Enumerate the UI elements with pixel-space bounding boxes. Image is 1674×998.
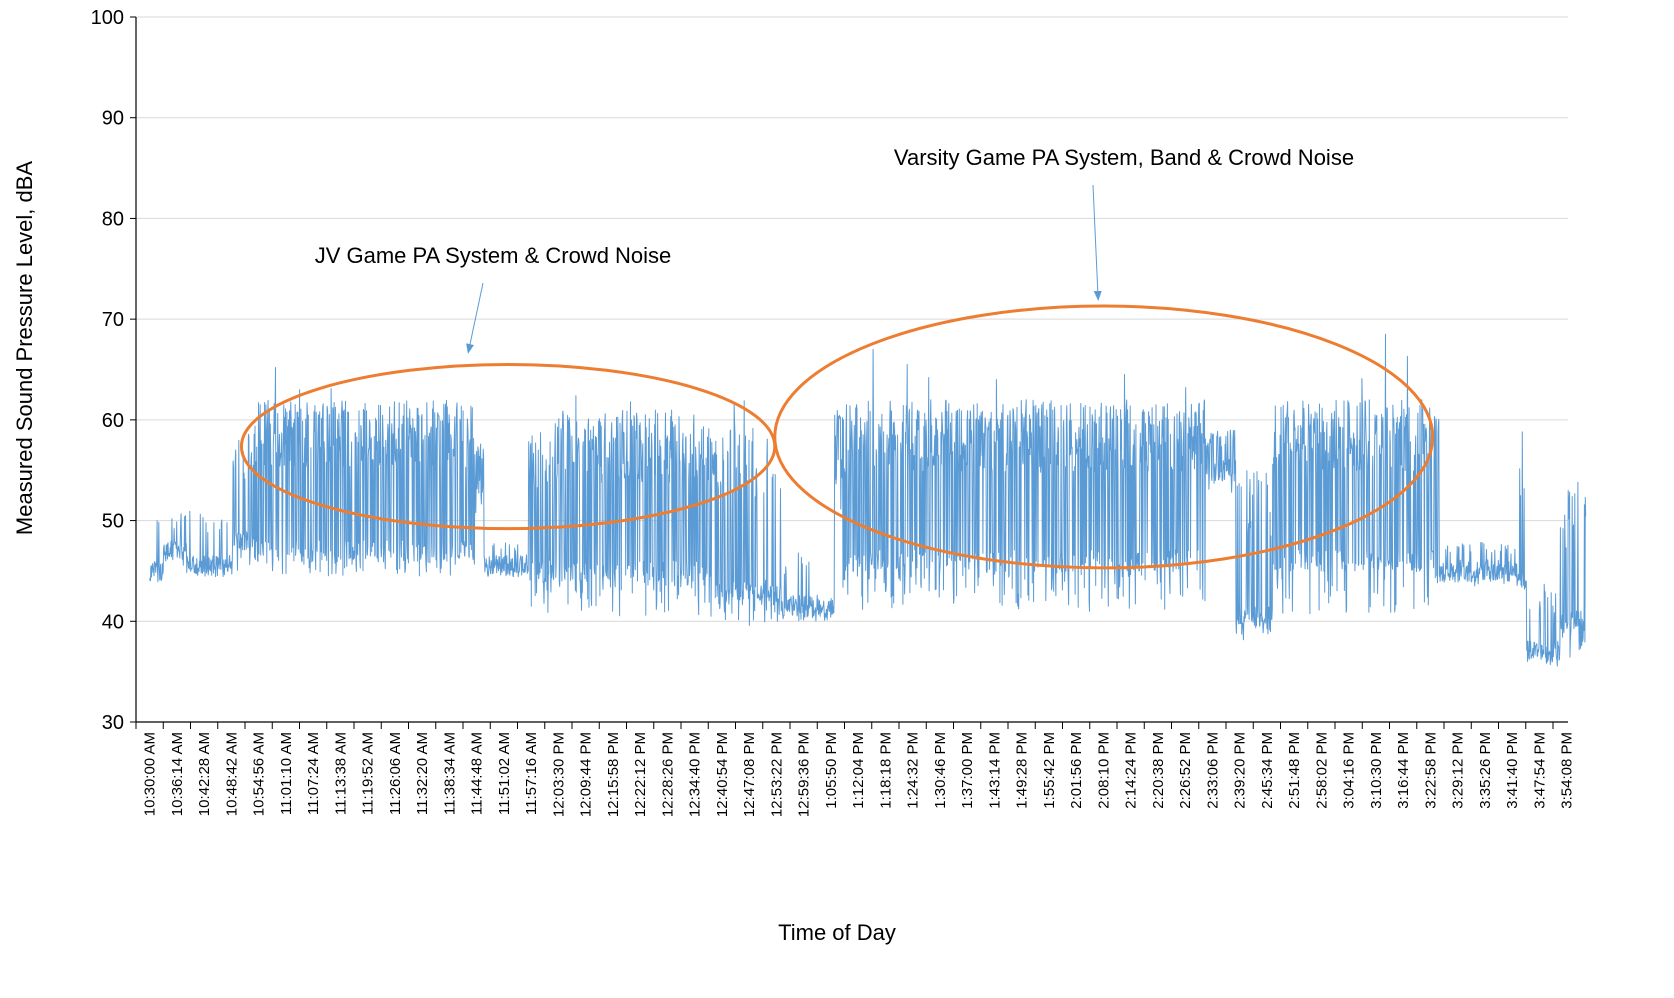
x-tick-label: 12:28:26 PM: [659, 732, 676, 817]
x-tick-label: 2:33:06 PM: [1204, 732, 1221, 809]
x-tick-label: 11:32:20 AM: [414, 732, 431, 815]
x-tick-label: 12:59:36 PM: [796, 732, 813, 817]
x-tick-label: 2:01:56 PM: [1068, 732, 1085, 809]
x-tick-label: 1:55:42 PM: [1041, 732, 1058, 809]
x-tick-label: 11:57:16 AM: [523, 732, 540, 815]
x-tick-label: 12:22:12 PM: [632, 732, 649, 817]
axes: [130, 16, 1568, 723]
y-axis-title: Measured Sound Pressure Level, dBA: [12, 161, 37, 536]
x-tick-label: 3:54:08 PM: [1559, 732, 1576, 809]
x-tick-label: 2:45:34 PM: [1259, 732, 1276, 809]
x-tick-label: 1:12:04 PM: [850, 732, 867, 809]
y-tick-label: 40: [102, 611, 124, 633]
y-tick-label: 50: [102, 511, 124, 533]
x-tick-label: 3:41:40 PM: [1504, 732, 1521, 809]
x-tick-label: 1:30:46 PM: [932, 732, 949, 809]
annotation-label: JV Game PA System & Crowd Noise: [315, 243, 672, 268]
x-tick-label: 12:53:22 PM: [768, 732, 785, 817]
x-tick-label: 1:43:14 PM: [986, 732, 1003, 809]
x-tick-label: 2:39:20 PM: [1232, 732, 1249, 809]
x-axis-ticks: 10:30:00 AM 10:36:14 AM 10:42:28 AM 10:48:4…: [135, 722, 1576, 817]
y-tick-label: 30: [102, 712, 124, 734]
x-tick-label: 2:51:48 PM: [1286, 732, 1303, 809]
x-tick-label: 2:58:02 PM: [1313, 732, 1330, 809]
x-tick-label: 10:36:14 AM: [169, 732, 186, 816]
x-axis-title: Time of Day: [778, 920, 896, 945]
series-layer: [149, 333, 1587, 667]
x-tick-label: 11:13:38 AM: [332, 732, 349, 815]
series-line: [149, 333, 1587, 667]
annotation-ellipse: [773, 304, 1435, 570]
annotation-arrow: [1092, 184, 1102, 301]
x-tick-label: 1:49:28 PM: [1014, 732, 1031, 809]
x-tick-label: 3:29:12 PM: [1450, 732, 1467, 809]
x-tick-label: 3:47:54 PM: [1531, 732, 1548, 809]
x-tick-label: 1:37:00 PM: [959, 732, 976, 809]
x-tick-label: 11:01:10 AM: [278, 732, 295, 815]
x-tick-label: 11:07:24 AM: [305, 732, 322, 815]
x-tick-label: 3:10:30 PM: [1368, 732, 1385, 809]
x-tick-label: 12:03:30 PM: [550, 732, 567, 817]
y-tick-label: 60: [102, 410, 124, 432]
x-tick-label: 2:20:38 PM: [1150, 732, 1167, 809]
x-tick-label: 11:19:52 AM: [360, 732, 377, 815]
x-tick-label: 2:26:52 PM: [1177, 732, 1194, 809]
annotation-arrow: [466, 282, 484, 354]
x-tick-label: 11:44:48 AM: [469, 732, 486, 815]
x-tick-label: 12:09:44 PM: [578, 732, 595, 817]
x-tick-label: 10:48:42 AM: [223, 732, 240, 816]
x-tick-label: 11:26:06 AM: [387, 732, 404, 815]
x-tick-label: 2:14:24 PM: [1123, 732, 1140, 809]
x-tick-label: 10:42:28 AM: [196, 732, 213, 816]
x-tick-label: 1:24:32 PM: [905, 732, 922, 809]
y-tick-label: 90: [102, 108, 124, 130]
x-tick-label: 2:08:10 PM: [1095, 732, 1112, 809]
x-tick-label: 12:15:58 PM: [605, 732, 622, 817]
x-tick-label: 10:54:56 AM: [251, 732, 268, 816]
annotation-label: Varsity Game PA System, Band & Crowd Noi…: [894, 145, 1354, 170]
x-tick-label: 3:16:44 PM: [1395, 732, 1412, 809]
y-tick-label: 100: [91, 7, 124, 29]
x-tick-label: 11:38:34 AM: [441, 732, 458, 815]
y-tick-label: 80: [102, 208, 124, 230]
annotations: JV Game PA System & Crowd Noise Varsity G…: [239, 145, 1435, 570]
x-tick-label: 12:47:08 PM: [741, 732, 758, 817]
x-tick-label: 3:22:58 PM: [1422, 732, 1439, 809]
x-tick-label: 10:30:00 AM: [142, 732, 159, 816]
x-tick-label: 1:18:18 PM: [877, 732, 894, 809]
y-tick-label: 70: [102, 309, 124, 331]
x-tick-label: 12:40:54 PM: [714, 732, 731, 817]
x-tick-label: 12:34:40 PM: [687, 732, 704, 817]
x-tick-label: 3:35:26 PM: [1477, 732, 1494, 809]
x-tick-label: 1:05:50 PM: [823, 732, 840, 809]
y-axis-ticks: 30 40 50 60 70 80 90 100: [91, 7, 124, 734]
x-tick-label: 11:51:02 AM: [496, 732, 513, 815]
x-tick-label: 3:04:16 PM: [1341, 732, 1358, 809]
